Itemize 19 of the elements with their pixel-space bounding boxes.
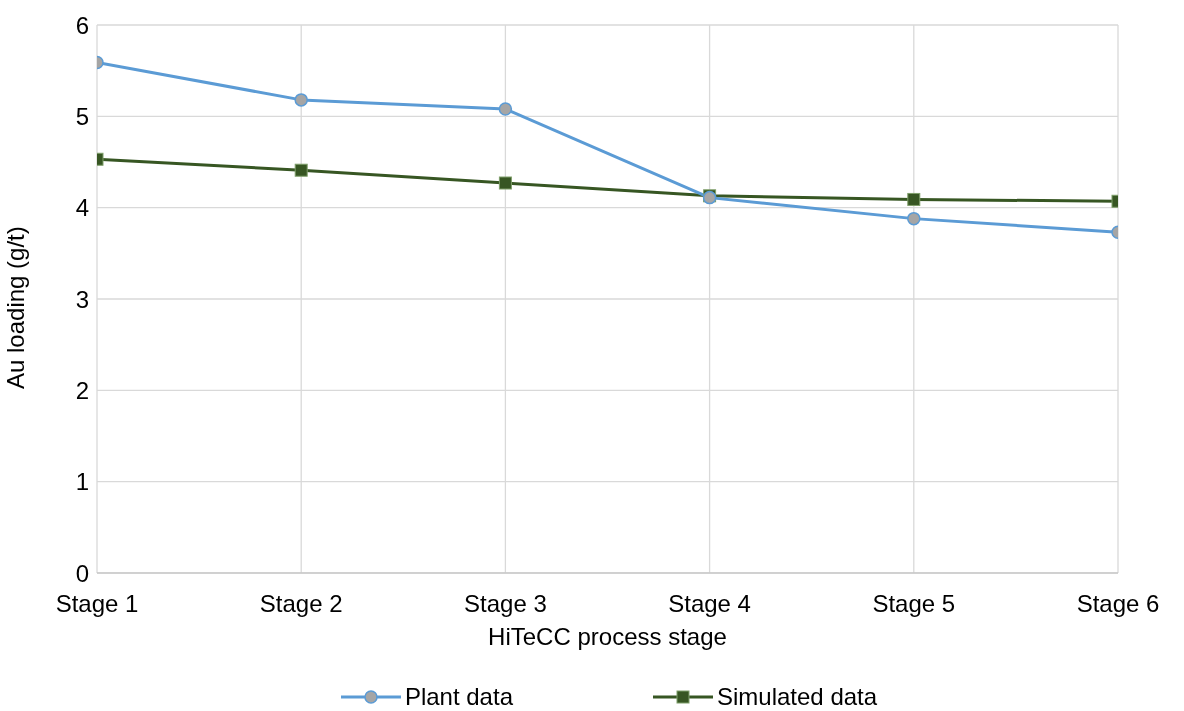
legend-label: Simulated data [716, 683, 878, 711]
point [498, 102, 513, 116]
x-tick-label: Stage 5 [872, 590, 956, 618]
legend-label: Plant data [403, 683, 513, 711]
x-tick-label: Stage 4 [668, 590, 751, 618]
x-tick-label: Stage 3 [464, 590, 547, 618]
y-tick-label: 1 [75, 468, 89, 496]
point [498, 176, 512, 190]
x-tick-label: Stage 6 [1076, 590, 1160, 618]
x-tick-label: Stage 1 [55, 590, 139, 618]
y-tick-label: 0 [75, 559, 89, 587]
y-tick-label: 4 [75, 194, 89, 222]
y-axis-title: Au loading (g/t) [1, 226, 29, 389]
y-tick-label: 2 [75, 376, 89, 404]
y-tick-label: 3 [75, 285, 89, 313]
x-tick-label: Stage 2 [259, 590, 343, 618]
y-tick-label: 5 [75, 102, 89, 130]
x-axis-title: HiTeCC process stage [488, 623, 727, 650]
y-tick-label: 6 [75, 11, 89, 39]
